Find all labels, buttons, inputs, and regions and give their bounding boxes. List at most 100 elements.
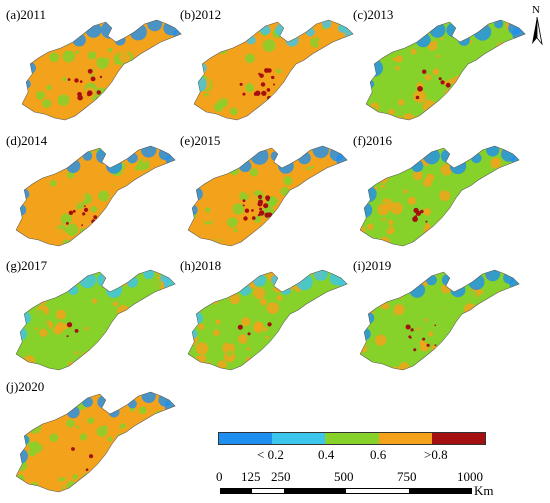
texture-patch [374,334,387,346]
texture-patch [398,115,402,119]
texture-patch [173,443,176,452]
texture-patch [493,174,499,180]
hotspot-patch [421,69,427,74]
texture-patch [141,318,150,328]
texture-patch [506,90,515,99]
texture-patch [472,79,483,90]
texture-patch [307,220,312,225]
texture-patch [64,392,74,401]
texture-patch [447,298,461,311]
texture-patch [63,270,74,276]
texture-patch [466,337,473,344]
texture-patch [298,20,310,29]
texture-patch [104,146,115,155]
coastal-patch [22,79,31,89]
hotspot-patch [243,216,248,221]
texture-patch [463,303,477,316]
texture-patch [71,371,81,381]
texture-patch [226,350,233,357]
texture-patch [390,21,399,30]
texture-patch [437,370,449,381]
texture-patch [94,170,100,176]
hotspot-patch [257,201,263,207]
coastal-patch [96,273,111,287]
texture-patch [470,360,475,364]
hotspot-patch [72,209,76,213]
texture-patch [512,270,520,275]
texture-patch [482,187,492,197]
texture-patch [36,33,45,42]
hotspot-patch [267,322,272,327]
texture-patch [127,11,130,14]
texture-patch [146,89,152,95]
texture-patch [164,86,172,93]
texture-patch [447,218,458,229]
texture-patch [83,392,92,394]
map-panel-(f)2016 [359,145,520,247]
texture-patch [276,357,285,365]
coastal-patch [468,274,485,290]
texture-patch [360,148,364,161]
legend-label-1: < 0.2 [257,447,284,462]
texture-patch [74,345,84,354]
coastal-patch [194,75,207,93]
texture-patch [486,270,493,271]
texture-patch [26,50,32,56]
texture-patch [261,373,265,377]
texture-patch [107,392,122,399]
texture-patch [342,166,348,174]
texture-patch [28,203,38,213]
texture-patch [314,166,318,171]
texture-patch [22,54,32,65]
texture-patch [149,340,156,346]
hotspot-patch [422,337,426,341]
hotspot-patch [262,91,265,94]
map-panel-(e)2015 [187,145,348,247]
coastal-patch [97,395,111,409]
texture-patch [26,152,38,164]
texture-patch [443,234,447,238]
texture-patch [369,158,375,164]
texture-patch [256,146,267,150]
texture-patch [153,233,161,240]
map-panel-(c)2013 [365,7,526,121]
texture-patch [65,223,79,236]
coastal-patch [189,311,203,325]
texture-patch [366,39,371,47]
hotspot-patch [410,328,414,332]
texture-patch [138,450,149,460]
texture-patch [22,38,23,43]
texture-patch [53,263,57,267]
texture-patch [162,289,168,295]
texture-patch [137,307,148,317]
legend-label-2: 0.4 [318,447,335,462]
texture-patch [253,215,262,223]
texture-patch [500,7,512,18]
texture-patch [232,122,240,130]
texture-patch [312,307,326,321]
texture-patch [316,189,325,198]
texture-patch [206,240,212,245]
texture-patch [416,270,428,273]
texture-patch [101,356,107,362]
province-outline [15,391,176,493]
texture-patch [158,193,163,197]
texture-patch [280,204,289,213]
hotspot-patch [74,329,79,333]
texture-patch [99,337,110,348]
texture-patch [23,355,35,367]
texture-patch [85,146,91,151]
texture-patch [199,211,211,222]
texture-patch [73,82,79,87]
texture-patch [158,159,165,166]
legend-swatch-4 [378,433,432,444]
texture-patch [89,117,102,120]
texture-patch [385,293,399,306]
hotspot-patch [259,73,264,78]
texture-patch [226,278,235,287]
texture-patch [395,66,400,71]
province-outline [187,269,348,371]
legend-swatch-5 [431,433,486,444]
texture-patch [53,325,63,335]
